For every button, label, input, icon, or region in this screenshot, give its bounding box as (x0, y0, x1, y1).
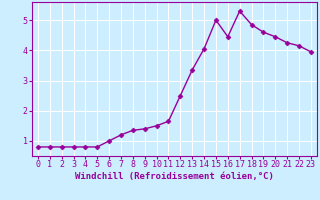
X-axis label: Windchill (Refroidissement éolien,°C): Windchill (Refroidissement éolien,°C) (75, 172, 274, 181)
